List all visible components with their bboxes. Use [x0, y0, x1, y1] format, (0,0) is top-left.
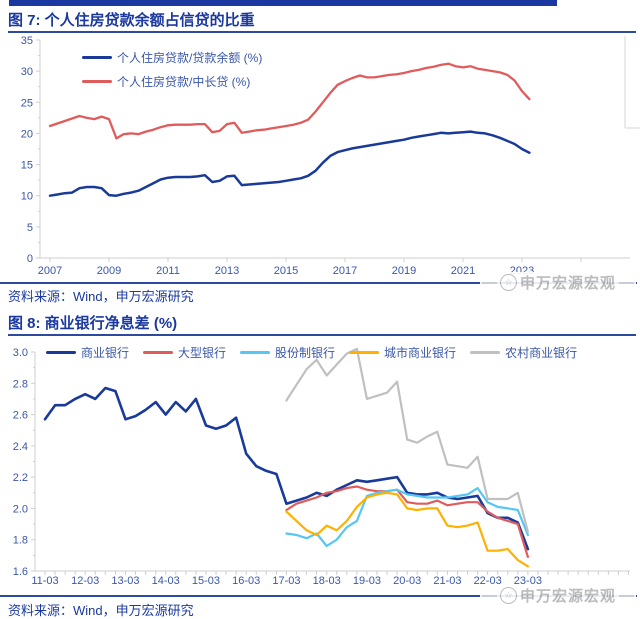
y-tick-label: 2.4 — [13, 441, 28, 453]
watermark-dash: — — [619, 587, 634, 604]
y-tick-label: 20 — [21, 128, 33, 140]
cropped-top-bar — [9, 0, 557, 6]
x-tick-label: 11-03 — [31, 575, 58, 587]
figure8-watermark: — ☆ 申万宏源宏观 — — [479, 585, 636, 606]
figure8-title-underline — [8, 334, 636, 336]
y-tick-label: 0 — [27, 253, 33, 265]
figure7-title: 图 7: 个人住房贷款余额占信贷的比重 — [8, 12, 255, 29]
x-tick-label: 15-03 — [192, 575, 220, 587]
legend-item: 股份制银行 — [240, 344, 335, 361]
series-line-0 — [48, 130, 531, 197]
legend-item: 个人住房贷款/中长贷 (%) — [82, 73, 262, 90]
x-tick-label: 12-03 — [71, 575, 99, 587]
figure7-watermark: — ☆ 申万宏源宏观 — — [479, 272, 636, 293]
x-tick-label: 19-03 — [353, 575, 381, 587]
watermark-dash: — — [481, 587, 497, 604]
series-line-0 — [43, 386, 530, 551]
y-tick-label: 1.6 — [13, 566, 28, 578]
legend-line-swatch — [470, 351, 501, 354]
x-tick-label: 2017 — [333, 265, 357, 277]
series-line-2 — [285, 487, 530, 548]
watermark-text: 申万宏源宏观 — [519, 275, 616, 292]
figure7-source: 资料来源：Wind，申万宏源研究 — [8, 289, 194, 304]
legend-label: 农村商业银行 — [505, 346, 578, 360]
legend-label: 个人住房贷款/中长贷 (%) — [117, 75, 251, 89]
y-tick-label: 2.6 — [13, 410, 28, 422]
figure8-title: 图 8: 商业银行净息差 (%) — [8, 315, 178, 332]
figure8-legend: 商业银行 大型银行 股份制银行 城市商业银行 农村商业银行 — [46, 344, 577, 361]
legend-label: 商业银行 — [81, 346, 130, 360]
y-tick-label: 1.8 — [13, 535, 28, 547]
watermark-text: 申万宏源宏观 — [519, 588, 616, 605]
y-tick-label: 25 — [21, 97, 33, 109]
sws-logo-icon: ☆ — [499, 274, 517, 291]
watermark-dash: — — [619, 274, 634, 291]
figure7-line-chart: 0 5 10 15 20 25 30 35 2007 2009 2011 2013 2015 2017 20… — [21, 35, 640, 277]
watermark-dash: — — [481, 274, 497, 291]
series-line-1 — [48, 62, 531, 140]
y-tick-label: 30 — [21, 66, 33, 78]
figure7-title-underline — [8, 31, 636, 33]
legend-label: 城市商业银行 — [384, 346, 457, 360]
series-line-4 — [285, 347, 530, 533]
y-tick-label: 2.2 — [13, 472, 28, 484]
figure8-line-chart: 1.6 1.8 2.0 2.2 2.4 2.6 2.8 3.0 11-03 12-03 13-03 1… — [13, 347, 630, 587]
figure8-source: 资料来源：Wind，申万宏源研究 — [8, 603, 194, 618]
series-line-1 — [285, 485, 530, 558]
x-tick-label: 2007 — [38, 265, 62, 277]
y-tick-label: 35 — [21, 35, 33, 47]
x-tick-label: 2011 — [156, 265, 180, 277]
x-tick-label: 18-03 — [313, 575, 341, 587]
series-line-3 — [285, 491, 530, 568]
legend-line-swatch — [143, 351, 174, 354]
legend-item: 个人住房贷款/贷款余额 (%) — [82, 49, 262, 66]
x-tick-label: 16-03 — [232, 575, 260, 587]
x-tick-label: 2015 — [274, 265, 298, 277]
figure7-legend: 个人住房贷款/贷款余额 (%) 个人住房贷款/中长贷 (%) — [82, 49, 262, 90]
x-tick-label: 2021 — [451, 265, 475, 277]
legend-item: 大型银行 — [143, 344, 226, 361]
y-tick-label: 2.8 — [13, 378, 28, 390]
x-tick-label: 13-03 — [111, 575, 139, 587]
y-tick-label: 10 — [21, 191, 33, 203]
x-tick-label: 21-03 — [433, 575, 461, 587]
legend-line-swatch — [240, 351, 271, 354]
y-tick-label: 15 — [21, 160, 33, 172]
x-tick-label: 2013 — [215, 265, 239, 277]
legend-item: 农村商业银行 — [470, 344, 577, 361]
x-tick-label: 14-03 — [152, 575, 180, 587]
x-tick-label: 17-03 — [272, 575, 300, 587]
figure8-bottom-separator — [0, 595, 637, 597]
legend-label: 股份制银行 — [275, 346, 336, 360]
x-tick-label: 23-03 — [514, 575, 542, 587]
legend-line-swatch — [82, 80, 112, 83]
figure7-bottom-separator — [0, 282, 637, 284]
y-tick-label: 3.0 — [13, 347, 28, 359]
y-tick-label: 5 — [27, 222, 33, 234]
legend-line-swatch — [46, 351, 76, 354]
legend-line-swatch — [82, 56, 112, 59]
x-tick-label: 20-03 — [393, 575, 421, 587]
legend-line-swatch — [349, 351, 380, 354]
x-tick-label: 2019 — [392, 265, 416, 277]
legend-item: 商业银行 — [46, 344, 129, 361]
x-tick-label: 2009 — [97, 265, 121, 277]
legend-label: 个人住房贷款/贷款余额 (%) — [117, 51, 263, 65]
sws-logo-icon: ☆ — [499, 587, 517, 604]
x-tick-label: 22-03 — [474, 575, 502, 587]
y-tick-label: 2.0 — [13, 503, 28, 515]
legend-label: 大型银行 — [178, 346, 227, 360]
legend-item: 城市商业银行 — [349, 344, 456, 361]
